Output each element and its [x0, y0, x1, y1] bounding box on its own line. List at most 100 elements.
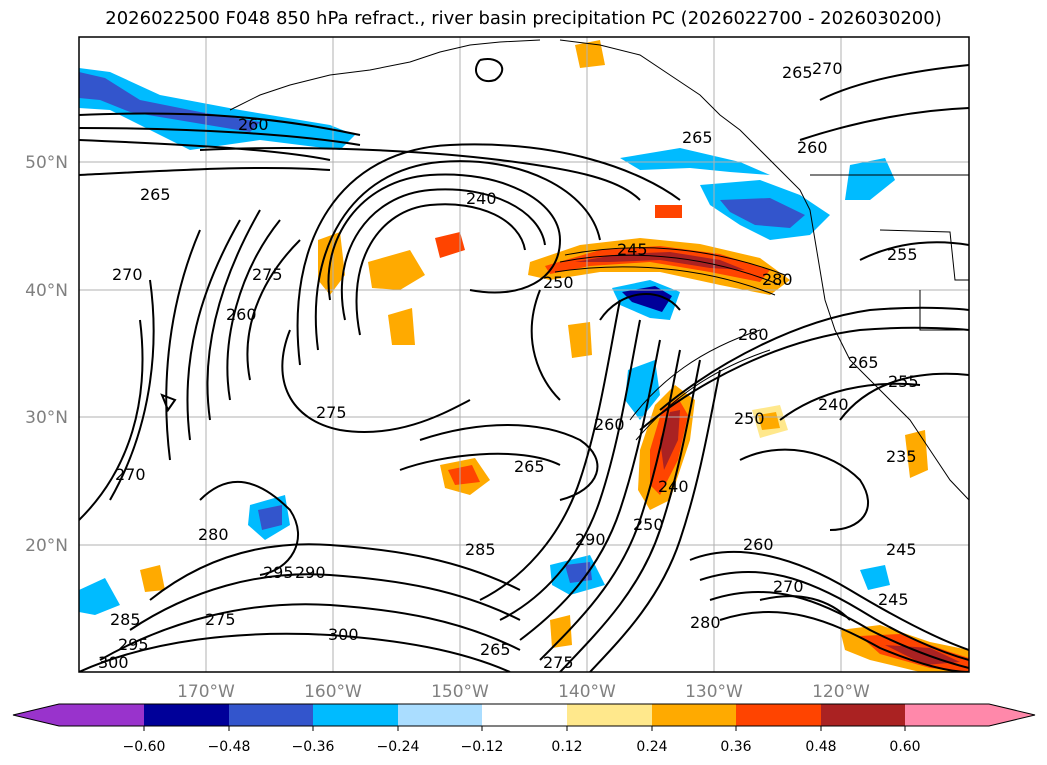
- colorbar: −0.60 −0.48 −0.36 −0.24 −0.12 0.12 0.24 …: [12, 703, 1036, 755]
- colorbar-tick-label: 0.36: [720, 739, 751, 755]
- colorbar-tick-label: −0.36: [292, 739, 335, 755]
- positive-anomaly-isolated-1: [568, 322, 592, 358]
- contour-label: 280: [762, 270, 793, 289]
- colorbar-segment: [229, 704, 313, 726]
- contour-label: 275: [205, 610, 236, 629]
- positive-anomaly-north-pacific-2: [368, 250, 425, 290]
- colorbar-tick-label: −0.24: [377, 739, 420, 755]
- lon-label-130w: 130°W: [685, 682, 743, 702]
- contour-label: 285: [110, 610, 141, 629]
- contour-label: 265: [782, 63, 813, 82]
- colorbar-segment: [905, 704, 989, 726]
- contour-label: 265: [480, 640, 511, 659]
- colorbar-tick-label: 0.12: [551, 739, 582, 755]
- contour-label: 250: [633, 515, 664, 534]
- lat-label-20n: 20°N: [25, 536, 68, 556]
- contour-label: 270: [115, 465, 146, 484]
- contour-label: 245: [878, 590, 909, 609]
- longitude-axis: 170°W 160°W 150°W 140°W 130°W 120°W: [177, 682, 870, 702]
- negative-anomaly-southwest-corner: [79, 578, 120, 615]
- colorbar-extend-high: [989, 704, 1035, 726]
- colorbar-ticks: [143, 726, 906, 731]
- colorbar-segment: [821, 704, 905, 726]
- colorbar-segment: [144, 704, 229, 726]
- contour-label: 280: [198, 525, 229, 544]
- colorbar-segment: [736, 704, 821, 726]
- contour-label: 245: [886, 540, 917, 559]
- colorbar-segment: [567, 704, 652, 726]
- negative-anomaly-northwest-band: [79, 68, 355, 150]
- negative-anomaly-mid: [625, 360, 660, 420]
- contour-label: 275: [252, 265, 283, 284]
- positive-anomaly-south-center: [550, 615, 572, 648]
- lon-label-140w: 140°W: [558, 682, 616, 702]
- colorbar-tick-label: 0.48: [805, 739, 836, 755]
- lat-label-40n: 40°N: [25, 281, 68, 301]
- contour-label: 250: [543, 273, 574, 292]
- contour-label: 290: [575, 530, 606, 549]
- refractivity-contours: [79, 58, 969, 672]
- contour-label: 265: [140, 185, 171, 204]
- contour-label: 275: [543, 653, 574, 672]
- colorbar-segment: [398, 704, 482, 726]
- lon-label-120w: 120°W: [812, 682, 870, 702]
- contour-label: 285: [465, 540, 496, 559]
- contour-label: 260: [743, 535, 774, 554]
- contour-label: 300: [98, 653, 129, 672]
- negative-anomaly-northwest-core: [79, 72, 260, 132]
- contour-label: 295: [118, 635, 149, 654]
- colorbar-segment: [313, 704, 398, 726]
- shaded-anomalies: [79, 40, 969, 672]
- positive-anomaly-north-pacific-3: [435, 232, 465, 258]
- contour-label: 290: [295, 563, 326, 582]
- contour-label: 235: [886, 447, 917, 466]
- contour-label: 280: [690, 613, 721, 632]
- positive-anomaly-southwest: [140, 565, 165, 592]
- contour-label: 260: [797, 138, 828, 157]
- positive-anomaly-isolated-2: [655, 205, 682, 218]
- graticule: [79, 37, 969, 672]
- map-title: 2026022500 F048 850 hPa refract., river …: [105, 8, 942, 29]
- positive-anomaly-bc: [575, 40, 605, 68]
- positive-anomaly-north-pacific: [318, 232, 345, 295]
- contour-label: 270: [773, 577, 804, 596]
- contour-label: 240: [818, 395, 849, 414]
- negative-anomaly-inland-nw: [845, 158, 895, 200]
- contour-label: 265: [848, 353, 879, 372]
- negative-anomaly-central-core: [622, 286, 672, 312]
- contour-label: 255: [887, 245, 918, 264]
- negative-anomaly-bc-coast-core: [720, 198, 805, 228]
- positive-anomaly-subtropic-core: [448, 465, 480, 485]
- contour-label: 270: [812, 59, 843, 78]
- colorbar-segment: [59, 704, 144, 726]
- lon-label-150w: 150°W: [431, 682, 489, 702]
- lat-label-50n: 50°N: [25, 153, 68, 173]
- colorbar-outline: [12, 703, 1036, 727]
- colorbar-tick-label: −0.60: [123, 739, 166, 755]
- contour-label: 265: [514, 457, 545, 476]
- colorbar-tick-label: 0.60: [889, 739, 920, 755]
- contour-label: 255: [888, 372, 919, 391]
- positive-anomaly-north-pacific-4: [388, 308, 415, 345]
- negative-anomaly-subtropic-west-core: [258, 505, 282, 530]
- colorbar-tick-label: −0.48: [208, 739, 251, 755]
- refractivity-contours-thin: [554, 247, 786, 441]
- contour-label: 250: [734, 409, 765, 428]
- contour-label: 240: [658, 477, 689, 496]
- contour-label: 260: [238, 115, 269, 134]
- contour-label: 260: [226, 305, 257, 324]
- lon-label-160w: 160°W: [304, 682, 362, 702]
- map-frame: [78, 36, 970, 673]
- colorbar-tick-label: 0.24: [636, 739, 667, 755]
- negative-anomaly-southeast: [860, 565, 890, 590]
- positive-anomaly-jet-band-core: [575, 252, 745, 270]
- colorbar-tick-label: −0.12: [461, 739, 504, 755]
- contour-label: 280: [738, 325, 769, 344]
- lat-label-30n: 30°N: [25, 408, 68, 428]
- colorbar-segment: [652, 704, 736, 726]
- contour-label: 245: [617, 240, 648, 259]
- contour-label: 265: [682, 128, 713, 147]
- contour-label: 295: [263, 563, 294, 582]
- contour-label: 260: [594, 415, 625, 434]
- lon-label-170w: 170°W: [177, 682, 235, 702]
